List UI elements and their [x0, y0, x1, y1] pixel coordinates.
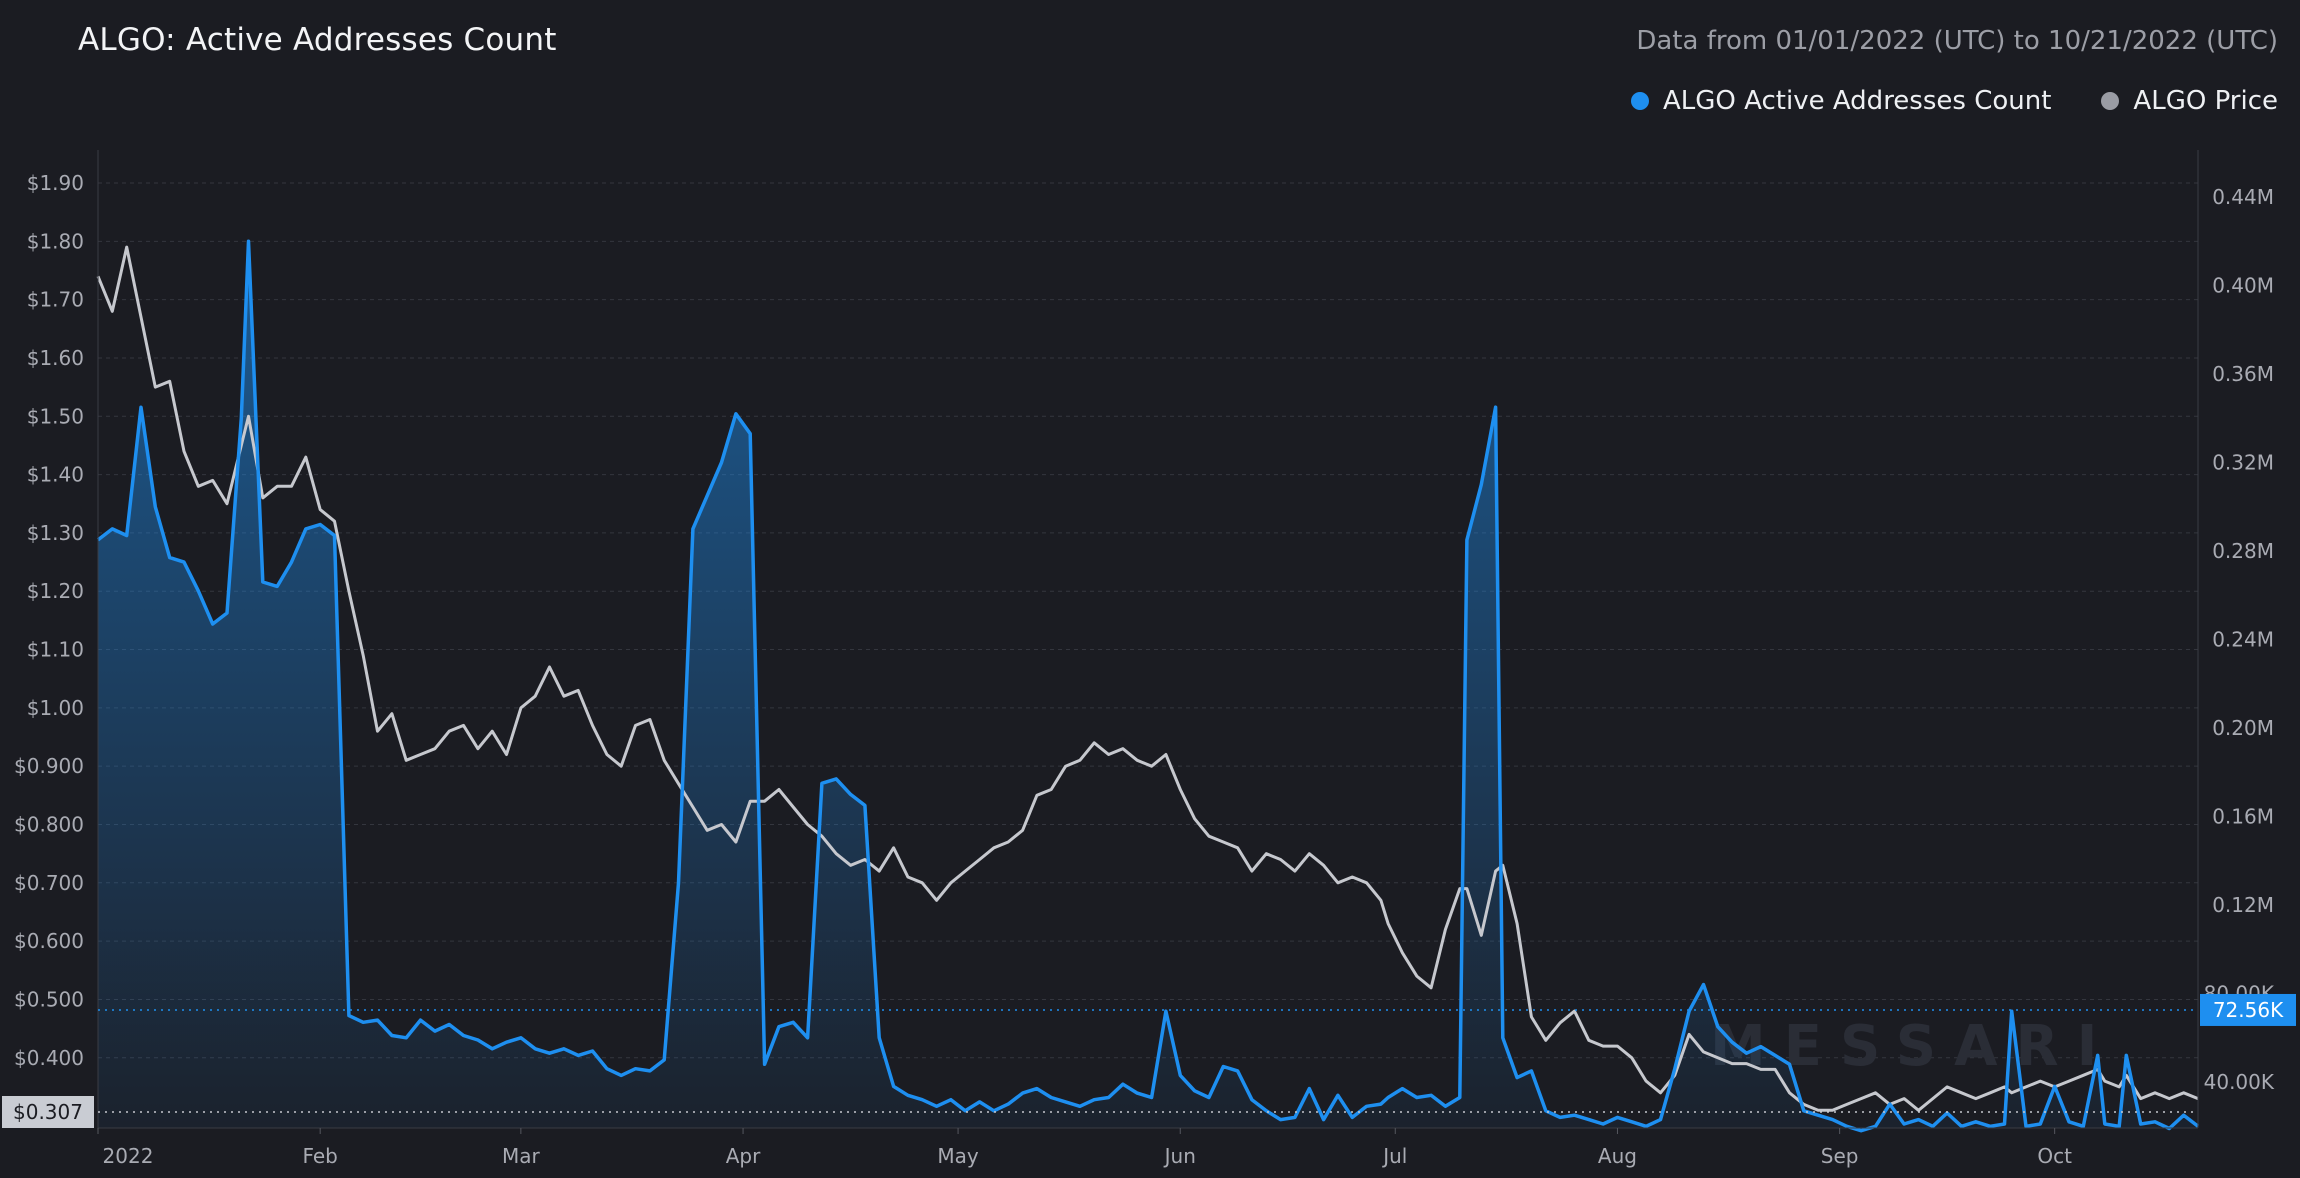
price-series — [96, 245, 2199, 1112]
active-addresses-area-fill — [98, 241, 2198, 1131]
left-axis-tick-label: $1.80 — [27, 229, 84, 253]
x-axis-tick-label: 2022 — [103, 1144, 154, 1168]
active-addresses-area — [98, 241, 2198, 1131]
current-value-badges: $0.307 72.56K — [2, 993, 2296, 1128]
left-axis-tick-label: $0.600 — [14, 929, 84, 953]
addresses-current-value: 72.56K — [2213, 998, 2284, 1022]
axes: $1.90 $1.80 $1.70 $1.60 $1.50 $1.40 $1.30 $1.20… — [14, 150, 2275, 1168]
x-axis-tick-label: Aug — [1598, 1144, 1637, 1168]
legend-label-active-addresses: ALGO Active Addresses Count — [1663, 86, 2052, 116]
right-axis-tick-label: 0.40M — [2212, 274, 2274, 298]
grid-lines: MESSARI — [98, 182, 2198, 1079]
legend-item-active-addresses[interactable]: ALGO Active Addresses Count — [1631, 86, 2051, 116]
left-axis-tick-label: $0.800 — [14, 812, 84, 836]
left-axis-tick-label: $1.20 — [27, 579, 84, 603]
left-axis-tick-label: $1.70 — [27, 288, 84, 312]
legend-item-price[interactable]: ALGO Price — [2101, 86, 2278, 116]
x-axis-tick-label: Mar — [502, 1144, 541, 1168]
x-axis-tick-label: Jun — [1163, 1144, 1196, 1168]
left-axis-tick-label: $0.400 — [14, 1046, 84, 1070]
right-axis-tick-label: 0.16M — [2212, 805, 2274, 829]
x-axis-tick-label: Sep — [1821, 1144, 1859, 1168]
left-axis-tick-label: $1.00 — [27, 696, 84, 720]
left-axis-tick-label: $0.900 — [14, 754, 84, 778]
left-axis-tick-label: $1.30 — [27, 521, 84, 545]
price-current-badge — [2, 1096, 94, 1128]
x-axis-tick-label: Feb — [302, 1144, 337, 1168]
active-addresses-line[interactable] — [96, 239, 2200, 1133]
right-axis-tick-label: 0.36M — [2212, 362, 2274, 386]
price-line[interactable] — [96, 245, 2199, 1112]
left-axis-tick-label: $1.60 — [27, 346, 84, 370]
chart-legend: ALGO Active Addresses Count ALGO Price — [1631, 86, 2278, 116]
left-axis-tick-label: $1.90 — [27, 171, 84, 195]
left-axis-tick-label: $1.40 — [27, 463, 84, 487]
right-axis-tick-label: 0.24M — [2212, 628, 2274, 652]
x-axis-tick-label: Oct — [2037, 1144, 2072, 1168]
left-axis-tick-label: $1.50 — [27, 404, 84, 428]
price-current-value: $0.307 — [13, 1100, 83, 1124]
legend-label-price: ALGO Price — [2133, 86, 2278, 116]
right-axis-tick-label: 0.32M — [2212, 451, 2274, 475]
x-axis-tick-label: May — [937, 1144, 979, 1168]
date-range-label: Data from 01/01/2022 (UTC) to 10/21/2022… — [1636, 26, 2278, 56]
right-axis-tick-label: 0.28M — [2212, 539, 2274, 563]
left-axis-tick-label: $0.700 — [14, 871, 84, 895]
chart-title: ALGO: Active Addresses Count — [78, 22, 557, 58]
right-axis-tick-label: 40.00K — [2204, 1070, 2275, 1094]
left-axis-tick-label: $0.500 — [14, 987, 84, 1011]
right-axis-tick-label: 0.12M — [2212, 893, 2274, 917]
left-axis-tick-label: $1.10 — [27, 638, 84, 662]
legend-dot-active-addresses — [1631, 92, 1650, 110]
addresses-current-badge — [2200, 993, 2296, 1026]
x-axis-tick-label: Apr — [726, 1144, 761, 1168]
right-axis-tick-label: 0.20M — [2212, 716, 2274, 740]
x-axis-tick-label: Jul — [1381, 1144, 1407, 1168]
active-addresses-series — [96, 239, 2200, 1133]
right-axis-tick-label: 0.44M — [2212, 185, 2274, 209]
legend-dot-price — [2101, 92, 2120, 110]
